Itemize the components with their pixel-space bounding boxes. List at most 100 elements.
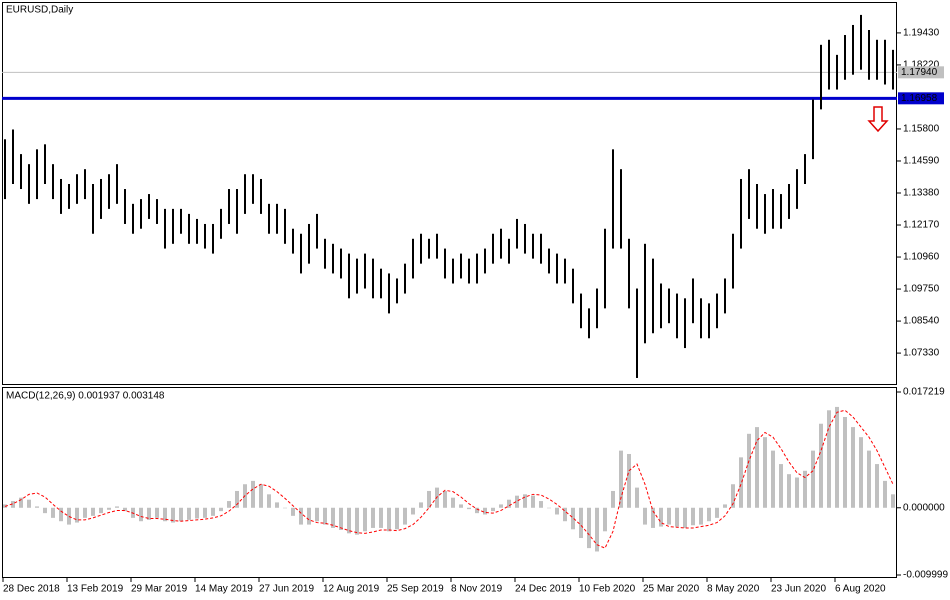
x-tick-label: 13 Feb 2019 <box>67 584 124 595</box>
histogram-bar <box>707 507 711 522</box>
histogram-bar <box>515 495 519 508</box>
y-tick-label: 1.19430 <box>903 28 940 39</box>
histogram-bar <box>19 497 23 508</box>
histogram-bar <box>803 470 807 508</box>
chart-title: EURUSD,Daily <box>6 5 73 16</box>
histogram-bar <box>691 507 695 526</box>
histogram-bar <box>683 507 687 528</box>
y-tick-label: 1.15800 <box>903 124 940 135</box>
histogram-bar <box>851 427 855 508</box>
histogram-bar <box>859 437 863 508</box>
histogram-bar <box>723 504 727 508</box>
histogram-bar <box>419 502 423 508</box>
histogram-bar <box>763 437 767 508</box>
histogram-bar <box>451 497 455 508</box>
histogram-bar <box>139 507 143 522</box>
histogram-bar <box>235 490 239 508</box>
histogram-bar <box>275 502 279 508</box>
histogram-bar <box>483 507 487 515</box>
histogram-bar <box>211 507 215 516</box>
macd-title: MACD(12,26,9) 0.001937 0.003148 <box>6 391 165 402</box>
x-tick-label: 8 May 2020 <box>707 584 760 595</box>
histogram-bar <box>651 507 655 528</box>
histogram-bar <box>27 499 31 508</box>
y-tick-label: 1.13380 <box>903 188 940 199</box>
histogram-bar <box>163 507 167 522</box>
signal-line <box>4 409 894 549</box>
histogram-bar <box>699 507 703 525</box>
histogram-bar <box>331 507 335 528</box>
histogram-bar <box>179 507 183 522</box>
x-tick-label: 27 Jun 2019 <box>259 584 314 595</box>
histogram-bar <box>187 507 191 520</box>
histogram-bar <box>379 507 383 528</box>
histogram-bar <box>523 494 527 508</box>
x-tick-label: 28 Dec 2018 <box>3 584 60 595</box>
down-arrow <box>867 106 889 133</box>
histogram-bar <box>171 507 175 523</box>
price-label-box <box>898 92 944 105</box>
y-tick-label: 1.12170 <box>903 220 940 231</box>
histogram-bar <box>507 499 511 508</box>
histogram-bar <box>819 423 823 508</box>
y-tick-label: 0.017219 <box>903 387 945 398</box>
histogram-bar <box>307 507 311 525</box>
histogram-bar <box>595 507 599 552</box>
histogram-bar <box>83 507 87 518</box>
x-tick-label: 29 Mar 2019 <box>131 584 188 595</box>
x-tick-label: 14 May 2019 <box>195 584 253 595</box>
histogram-bar <box>619 450 623 508</box>
price-label: 1.16958 <box>901 93 938 104</box>
price-pane <box>2 2 897 385</box>
histogram-bar <box>459 504 463 508</box>
histogram-bar <box>155 507 159 518</box>
histogram-bar <box>395 507 399 530</box>
histogram-bar <box>499 504 503 508</box>
histogram-bar <box>251 480 255 508</box>
histogram-bar <box>563 507 567 522</box>
histogram-bar <box>539 501 543 508</box>
histogram-bar <box>587 507 591 549</box>
histogram-bar <box>843 417 847 508</box>
histogram-bar <box>779 464 783 508</box>
histogram-bar <box>739 457 743 508</box>
y-tick-label: 1.09750 <box>903 284 940 295</box>
histogram-bar <box>67 507 71 525</box>
histogram-bar <box>555 507 559 515</box>
histogram-bar <box>635 487 639 508</box>
y-tick-label: 1.07330 <box>903 348 940 359</box>
histogram-bar <box>531 495 535 508</box>
histogram-bar <box>11 501 15 508</box>
histogram-bar <box>603 507 607 532</box>
y-tick-label: 0.000000 <box>903 502 945 513</box>
price-label-box <box>898 66 944 79</box>
x-tick-label: 12 Aug 2019 <box>323 584 380 595</box>
histogram-bar <box>259 484 263 508</box>
histogram-bar <box>35 506 39 508</box>
histogram-bar <box>611 490 615 508</box>
histogram-bar <box>323 507 327 525</box>
x-tick-label: 10 Feb 2020 <box>579 584 636 595</box>
histogram-bar <box>355 507 359 535</box>
histogram-bar <box>827 410 831 508</box>
histogram-bar <box>755 427 759 508</box>
histogram-bar <box>195 507 199 519</box>
histogram-bar <box>467 507 471 510</box>
histogram-bar <box>387 507 391 532</box>
y-tick-label: 1.18220 <box>903 60 940 71</box>
histogram-bar <box>491 507 495 512</box>
x-tick-label: 25 Sep 2019 <box>387 584 444 595</box>
histogram-bar <box>59 507 63 522</box>
histogram-bar <box>43 507 47 514</box>
histogram-bar <box>571 507 575 530</box>
x-tick-label: 24 Dec 2019 <box>515 584 572 595</box>
histogram-bar <box>891 494 895 508</box>
histogram-bar <box>347 507 351 534</box>
x-tick-label: 25 Mar 2020 <box>643 584 700 595</box>
histogram-bar <box>339 507 343 530</box>
histogram-bar <box>475 507 479 514</box>
histogram-bar <box>363 507 367 532</box>
y-tick-label: -0.009999 <box>903 570 948 581</box>
histogram-bar <box>795 477 799 508</box>
